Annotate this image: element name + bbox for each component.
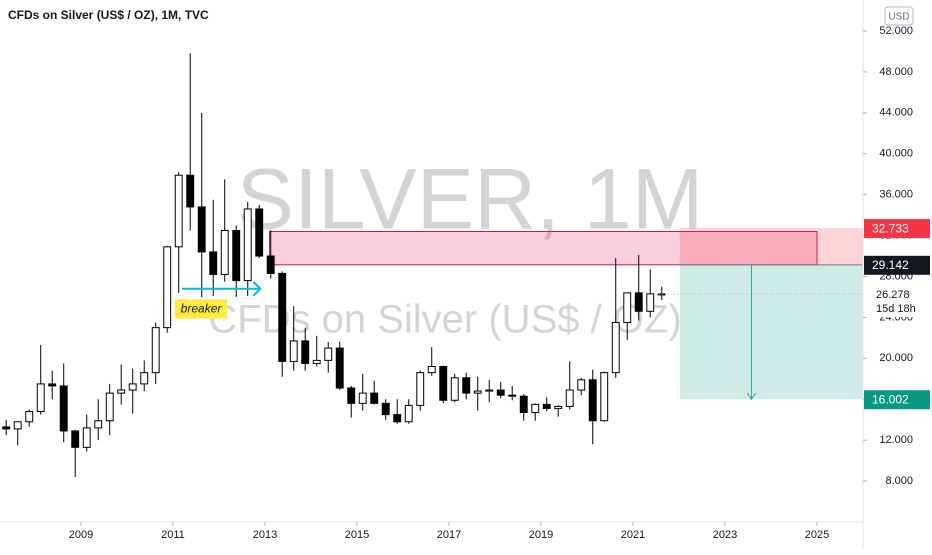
candle-body	[577, 379, 586, 391]
y-tick-label: 8.000	[885, 475, 913, 487]
candle-body	[600, 372, 609, 422]
target-label-bg	[864, 390, 930, 410]
annotation-text: breaker	[181, 302, 223, 316]
x-tick-label: 2019	[529, 529, 553, 541]
y-tick-label: 44.000	[879, 107, 913, 119]
candle-body	[508, 394, 517, 397]
stop-area	[679, 228, 863, 265]
candle-body	[496, 389, 505, 396]
candle-body	[94, 420, 103, 429]
candle-body	[611, 322, 620, 374]
y-tick-label: 12.000	[879, 434, 913, 446]
candle-body	[623, 292, 632, 324]
candle-body	[335, 347, 344, 389]
annotation-box	[175, 299, 228, 319]
candle-body	[48, 383, 57, 387]
currency[interactable]: USD	[888, 12, 909, 23]
candle-body	[462, 377, 471, 394]
candle-body	[105, 392, 114, 422]
y-tick-label: 48.000	[879, 66, 913, 78]
y-tick-label: 20.000	[879, 352, 913, 364]
candle-body	[301, 340, 310, 364]
candle-body	[565, 389, 574, 407]
candle-body	[59, 385, 68, 432]
candle-body	[324, 347, 333, 361]
candle-body	[197, 206, 206, 253]
candle-body	[209, 251, 218, 275]
entry-label: 29.142	[872, 258, 909, 272]
candle-body	[82, 427, 91, 448]
stop-label: 32.733	[872, 221, 909, 235]
candle-body	[347, 387, 356, 404]
y-tick-label: 40.000	[879, 148, 913, 160]
candle-body	[289, 340, 298, 362]
watermark-sub: CFDs on Silver (US$ / OZ)	[208, 298, 681, 342]
chart-title: CFDs on Silver (US$ / OZ), 1M, TVC	[8, 8, 209, 22]
x-tick-label: 2011	[161, 529, 185, 541]
candle-body	[2, 426, 11, 430]
candle-body	[174, 174, 183, 248]
candle-body	[450, 377, 459, 401]
candle-body	[358, 392, 367, 404]
candle-body	[393, 414, 402, 423]
entry-label-bg	[864, 255, 930, 275]
candle-body	[186, 174, 195, 208]
candle-body	[542, 403, 551, 409]
target-label: 16.002	[872, 392, 909, 406]
stop-label-bg	[864, 219, 930, 239]
candle-body	[71, 430, 80, 448]
x-tick-label: 2025	[805, 529, 829, 541]
candle-body	[36, 383, 45, 413]
candle-body	[128, 383, 137, 391]
candle-body	[427, 366, 436, 374]
candle-body	[151, 327, 160, 374]
candle-body	[531, 403, 540, 414]
candle-body	[381, 402, 390, 416]
candle-body	[416, 372, 425, 406]
candle-body	[243, 208, 252, 282]
x-tick-label: 2023	[713, 529, 737, 541]
target-arrow-head	[747, 392, 756, 401]
candle-body	[220, 229, 229, 275]
candle-body	[485, 389, 494, 392]
candle-body	[13, 421, 22, 430]
candle-body	[140, 372, 149, 385]
countdown-label: 15d 18h	[876, 303, 916, 315]
x-tick-label: 2009	[69, 529, 93, 541]
candle-body	[404, 404, 413, 423]
candle-body	[25, 411, 34, 423]
candle-body	[117, 389, 126, 394]
x-tick-label: 2015	[345, 529, 369, 541]
candle-body	[634, 292, 643, 312]
candle-body	[255, 208, 264, 257]
candle-body	[163, 246, 172, 329]
candle-body	[473, 390, 482, 394]
target-area	[679, 264, 863, 400]
candle-body	[588, 379, 597, 422]
y-tick-label: 36.000	[879, 189, 913, 201]
x-tick-label: 2021	[621, 529, 645, 541]
supply-zone	[269, 230, 818, 266]
currency-box[interactable]	[884, 6, 914, 26]
candle-body	[519, 395, 528, 414]
candle-body	[370, 392, 379, 404]
candle-body	[646, 293, 655, 312]
candle-body	[312, 359, 321, 364]
x-tick-label: 2017	[437, 529, 461, 541]
x-tick-label: 2013	[253, 529, 277, 541]
last-label: 26.278	[876, 289, 910, 301]
candle-body	[266, 255, 275, 274]
candle-body	[439, 366, 448, 401]
candle-body	[554, 405, 563, 409]
candle-body	[232, 229, 241, 282]
y-tick-label: 52.000	[879, 25, 913, 37]
last-label-bg	[864, 285, 930, 318]
annotation-arrow-head	[252, 281, 262, 297]
candle-body	[278, 272, 287, 362]
